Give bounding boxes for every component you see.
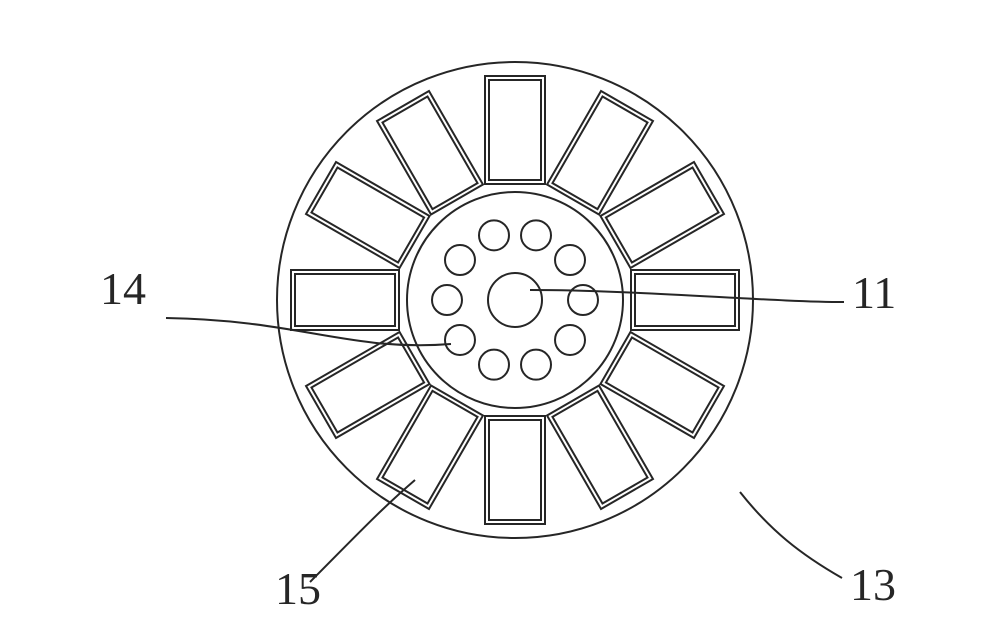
slot-outer [631,270,739,330]
bolt-hole [479,350,509,380]
bolt-hole [555,325,585,355]
bolt-hole [568,285,598,315]
bolt-hole [521,350,551,380]
callout-label-14: 14 [100,263,146,314]
lead-15 [310,480,415,582]
slot-outer [485,416,545,524]
bolt-hole [521,220,551,250]
shaft [488,273,542,327]
bolt-hole [479,220,509,250]
bolt-hole [432,285,462,315]
slot-outer [291,270,399,330]
lead-13 [740,492,842,578]
callout-label-11: 11 [852,267,896,318]
slot-outer [485,76,545,184]
bolt-hole [445,245,475,275]
bolt-hole [555,245,585,275]
callout-label-13: 13 [850,559,896,610]
callout-label-15: 15 [275,563,321,614]
bolt-hole [445,325,475,355]
